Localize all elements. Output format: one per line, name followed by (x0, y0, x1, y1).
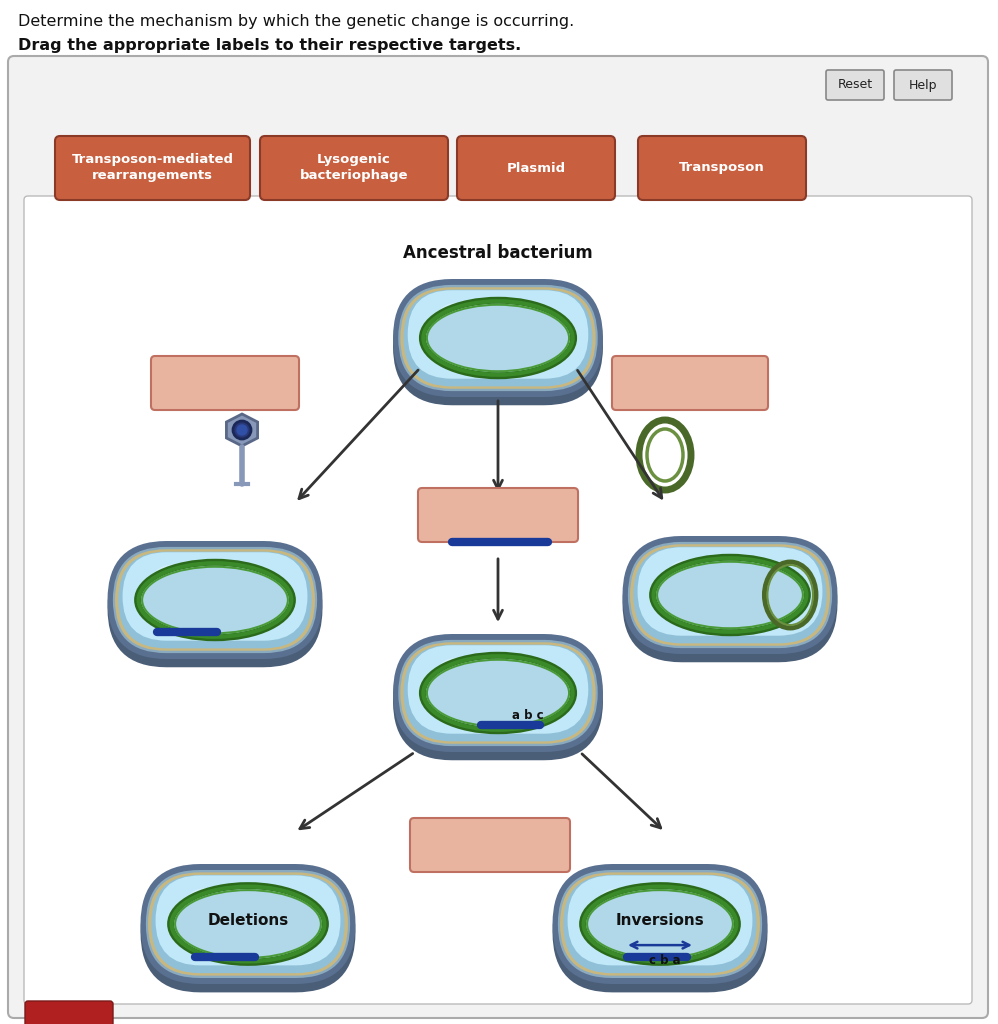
FancyBboxPatch shape (393, 642, 603, 760)
FancyBboxPatch shape (568, 876, 752, 966)
FancyBboxPatch shape (123, 552, 307, 641)
Text: c b a: c b a (649, 953, 681, 967)
FancyBboxPatch shape (634, 547, 826, 643)
Ellipse shape (142, 566, 288, 634)
FancyBboxPatch shape (148, 872, 348, 976)
Text: Deletions: Deletions (208, 912, 288, 928)
FancyBboxPatch shape (184, 888, 291, 936)
Text: Plasmid: Plasmid (506, 162, 566, 174)
FancyBboxPatch shape (418, 488, 578, 542)
FancyBboxPatch shape (393, 279, 603, 397)
FancyBboxPatch shape (558, 870, 762, 978)
Text: Transposon-mediated
rearrangements: Transposon-mediated rearrangements (72, 154, 234, 182)
FancyBboxPatch shape (638, 136, 806, 200)
FancyBboxPatch shape (113, 547, 317, 653)
FancyBboxPatch shape (115, 549, 315, 650)
FancyBboxPatch shape (435, 303, 540, 350)
FancyBboxPatch shape (435, 657, 540, 705)
Ellipse shape (175, 890, 321, 958)
FancyBboxPatch shape (563, 874, 756, 973)
FancyBboxPatch shape (108, 549, 322, 668)
FancyBboxPatch shape (894, 70, 952, 100)
Text: Transposon: Transposon (679, 162, 764, 174)
Text: Ancestral bacterium: Ancestral bacterium (403, 244, 593, 262)
Ellipse shape (587, 890, 734, 958)
Text: Inversions: Inversions (616, 912, 705, 928)
FancyBboxPatch shape (403, 290, 593, 386)
FancyBboxPatch shape (410, 818, 570, 872)
FancyBboxPatch shape (596, 888, 703, 936)
FancyBboxPatch shape (151, 564, 258, 611)
Ellipse shape (233, 421, 251, 439)
FancyBboxPatch shape (146, 870, 350, 978)
FancyBboxPatch shape (141, 864, 355, 984)
FancyBboxPatch shape (156, 876, 340, 966)
FancyBboxPatch shape (108, 541, 322, 659)
Text: Reset: Reset (837, 79, 872, 91)
FancyBboxPatch shape (408, 290, 588, 379)
FancyBboxPatch shape (408, 645, 588, 734)
FancyBboxPatch shape (553, 864, 767, 984)
FancyBboxPatch shape (638, 547, 822, 636)
FancyBboxPatch shape (24, 196, 972, 1004)
FancyBboxPatch shape (666, 559, 773, 607)
FancyBboxPatch shape (152, 874, 344, 973)
FancyBboxPatch shape (457, 136, 615, 200)
FancyBboxPatch shape (612, 356, 768, 410)
FancyBboxPatch shape (141, 872, 355, 992)
FancyBboxPatch shape (151, 356, 299, 410)
FancyBboxPatch shape (628, 542, 832, 648)
FancyBboxPatch shape (630, 545, 830, 646)
FancyBboxPatch shape (553, 872, 767, 992)
FancyBboxPatch shape (118, 552, 311, 648)
Ellipse shape (237, 425, 247, 435)
FancyBboxPatch shape (398, 640, 598, 746)
FancyBboxPatch shape (393, 634, 603, 752)
Ellipse shape (426, 659, 570, 727)
Text: Help: Help (909, 79, 937, 91)
FancyBboxPatch shape (260, 136, 448, 200)
Ellipse shape (657, 561, 803, 629)
FancyBboxPatch shape (623, 536, 837, 654)
FancyBboxPatch shape (398, 285, 598, 391)
Text: a b c: a b c (512, 710, 544, 722)
Polygon shape (227, 414, 257, 446)
FancyBboxPatch shape (403, 645, 593, 741)
FancyBboxPatch shape (393, 288, 603, 406)
FancyBboxPatch shape (400, 642, 596, 743)
Ellipse shape (426, 304, 570, 372)
Text: Drag the appropriate labels to their respective targets.: Drag the appropriate labels to their res… (18, 38, 521, 53)
FancyBboxPatch shape (560, 872, 759, 976)
FancyBboxPatch shape (826, 70, 884, 100)
FancyBboxPatch shape (623, 545, 837, 663)
Text: Lysogenic
bacteriophage: Lysogenic bacteriophage (299, 154, 408, 182)
FancyBboxPatch shape (55, 136, 250, 200)
Text: Determine the mechanism by which the genetic change is occurring.: Determine the mechanism by which the gen… (18, 14, 574, 29)
FancyBboxPatch shape (400, 288, 596, 389)
FancyBboxPatch shape (8, 56, 988, 1018)
FancyBboxPatch shape (25, 1001, 113, 1024)
